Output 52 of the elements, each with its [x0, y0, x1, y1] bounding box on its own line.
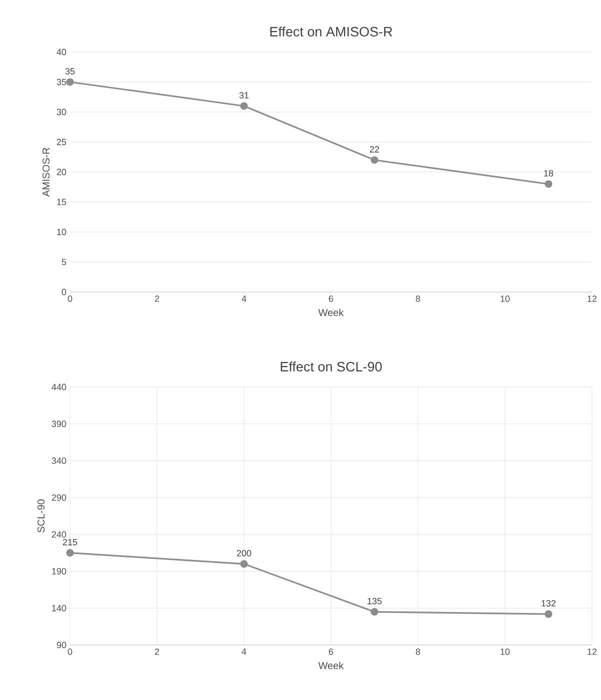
x-tick-label: 6 [328, 648, 334, 655]
data-label: 135 [368, 598, 382, 604]
y-tick-label: 340 [52, 458, 66, 464]
point [240, 560, 248, 568]
y-tick-label: 440 [52, 384, 66, 390]
point [370, 156, 378, 164]
x-tick-label: 2 [154, 296, 160, 302]
y-tick-label: 35 [56, 78, 66, 86]
chart-title: Effect on AMISOS-R [270, 26, 392, 36]
x-tick-label: 4 [242, 648, 246, 655]
y-tick-label: 10 [57, 228, 66, 236]
point [66, 549, 74, 557]
y-tick-label: 90 [56, 642, 66, 648]
x-tick-label: 8 [416, 296, 420, 302]
point [240, 102, 248, 110]
x-axis-title: Week [318, 308, 344, 316]
data-label: 18 [544, 170, 554, 176]
y-tick-label: 30 [56, 108, 66, 116]
point [370, 608, 378, 616]
x-tick-label: 12 [588, 648, 597, 655]
x-tick-label: 10 [500, 296, 510, 302]
x-tick-label: 6 [328, 296, 334, 302]
data-label: 31 [239, 92, 249, 98]
data-label: 22 [370, 146, 380, 152]
point [66, 78, 74, 86]
y-tick-label: 15 [57, 198, 66, 206]
y-tick-label: 240 [52, 531, 66, 538]
y-tick-label: 40 [56, 48, 66, 56]
x-tick-label: 12 [588, 296, 597, 302]
point [544, 180, 552, 188]
y-axis-title: AMISOS-R [42, 148, 50, 197]
x-axis-title: Week [318, 662, 344, 670]
y-tick-label: 5 [62, 258, 66, 266]
x-tick-label: 10 [500, 648, 510, 655]
x-tick-label: 8 [416, 648, 420, 655]
y-tick-label: 20 [56, 168, 66, 176]
data-label: 215 [62, 538, 78, 546]
y-tick-label: 390 [52, 420, 66, 428]
y-axis-title: SCL-90 [38, 499, 45, 532]
point [544, 610, 552, 618]
data-label: 200 [236, 550, 252, 556]
y-tick-label: 190 [52, 568, 66, 574]
y-tick-label: 25 [56, 138, 66, 146]
x-tick-label: 0 [68, 648, 72, 655]
y-tick-label: 0 [62, 288, 66, 296]
x-tick-label: 4 [242, 296, 246, 302]
data-label: 132 [542, 600, 556, 607]
x-tick-label: 0 [68, 296, 72, 302]
chart-title: Effect on SCL-90 [280, 362, 382, 372]
x-tick-label: 2 [154, 648, 160, 655]
y-tick-label: 290 [52, 494, 66, 501]
y-tick-label: 140 [52, 604, 66, 612]
